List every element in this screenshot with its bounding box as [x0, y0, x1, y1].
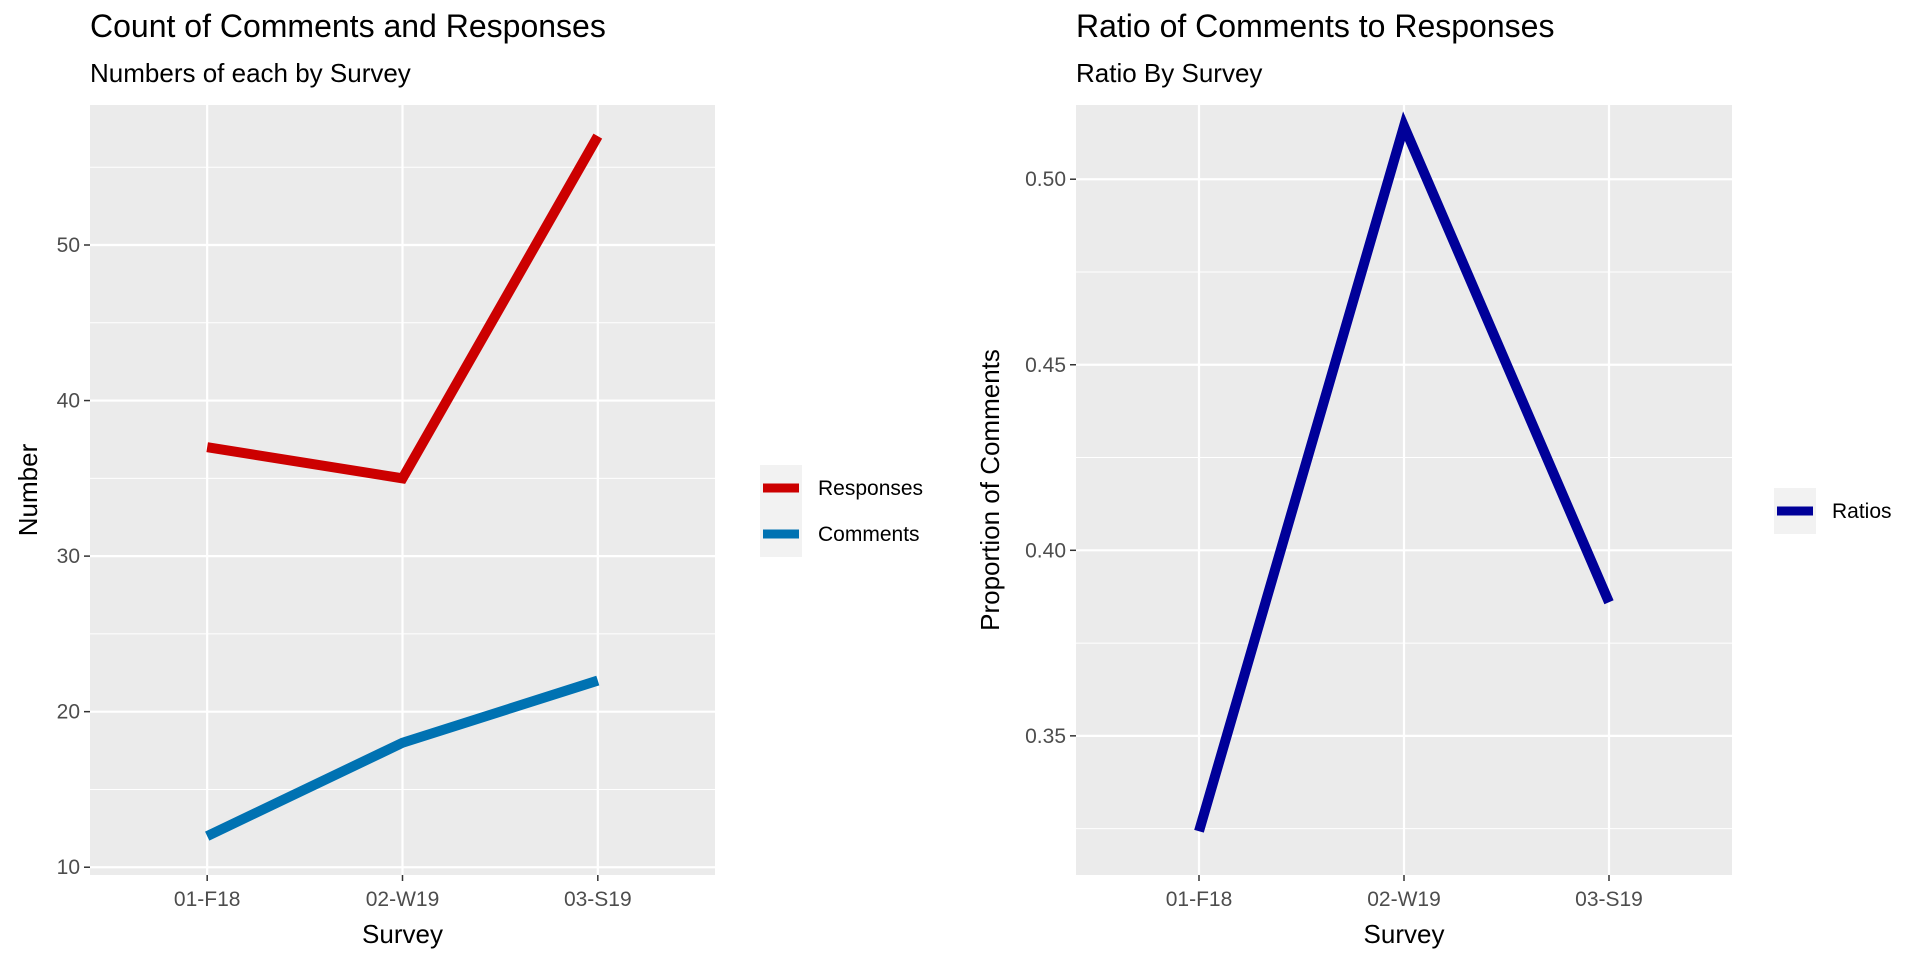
- y-tick-label: 30: [57, 545, 80, 568]
- ratio-chart-svg: 0.35 0.40 0.45 0.50 01-F18 02-W19 03-S19 Survey…: [975, 105, 1892, 949]
- x-tick-label: 03-S19: [564, 888, 632, 911]
- y-axis-title: Number: [13, 443, 43, 536]
- x-axis-title: Survey: [362, 919, 443, 949]
- y-tick-label: 0.40: [1025, 539, 1066, 562]
- chart-subtitle: Numbers of each by Survey: [90, 58, 411, 88]
- x-tick-label: 01-F18: [1166, 888, 1233, 911]
- y-tick-label: 0.45: [1025, 354, 1066, 377]
- y-tick-label: 10: [57, 856, 80, 879]
- chart-title: Ratio of Comments to Responses: [1076, 8, 1555, 44]
- y-tick-label: 50: [57, 234, 80, 257]
- legend-label: Comments: [818, 523, 920, 546]
- x-tick-label: 02-W19: [1367, 888, 1441, 911]
- chart-panel-counts: Count of Comments and Responses Numbers …: [13, 8, 923, 949]
- chart-panel-ratio: Ratio of Comments to Responses Ratio By …: [960, 0, 1920, 960]
- legend-label: Ratios: [1832, 500, 1892, 523]
- x-tick-label: 02-W19: [366, 888, 440, 911]
- y-tick-label: 20: [57, 701, 80, 724]
- x-axis-title: Survey: [1364, 919, 1445, 949]
- y-tick-label: 40: [57, 390, 80, 413]
- y-tick-label: 0.35: [1025, 725, 1066, 748]
- chart-subtitle: Ratio By Survey: [1076, 58, 1263, 88]
- legend-label: Responses: [818, 477, 923, 500]
- counts-chart-svg: 10 20 30 40 50 01-F18 02-W19 03-S19 Survey Number…: [13, 105, 923, 949]
- x-tick-label: 03-S19: [1575, 888, 1643, 911]
- x-tick-label: 01-F18: [174, 888, 241, 911]
- chart-title: Count of Comments and Responses: [90, 8, 606, 44]
- y-tick-label: 0.50: [1025, 168, 1066, 191]
- y-axis-title: Proportion of Comments: [975, 349, 1005, 631]
